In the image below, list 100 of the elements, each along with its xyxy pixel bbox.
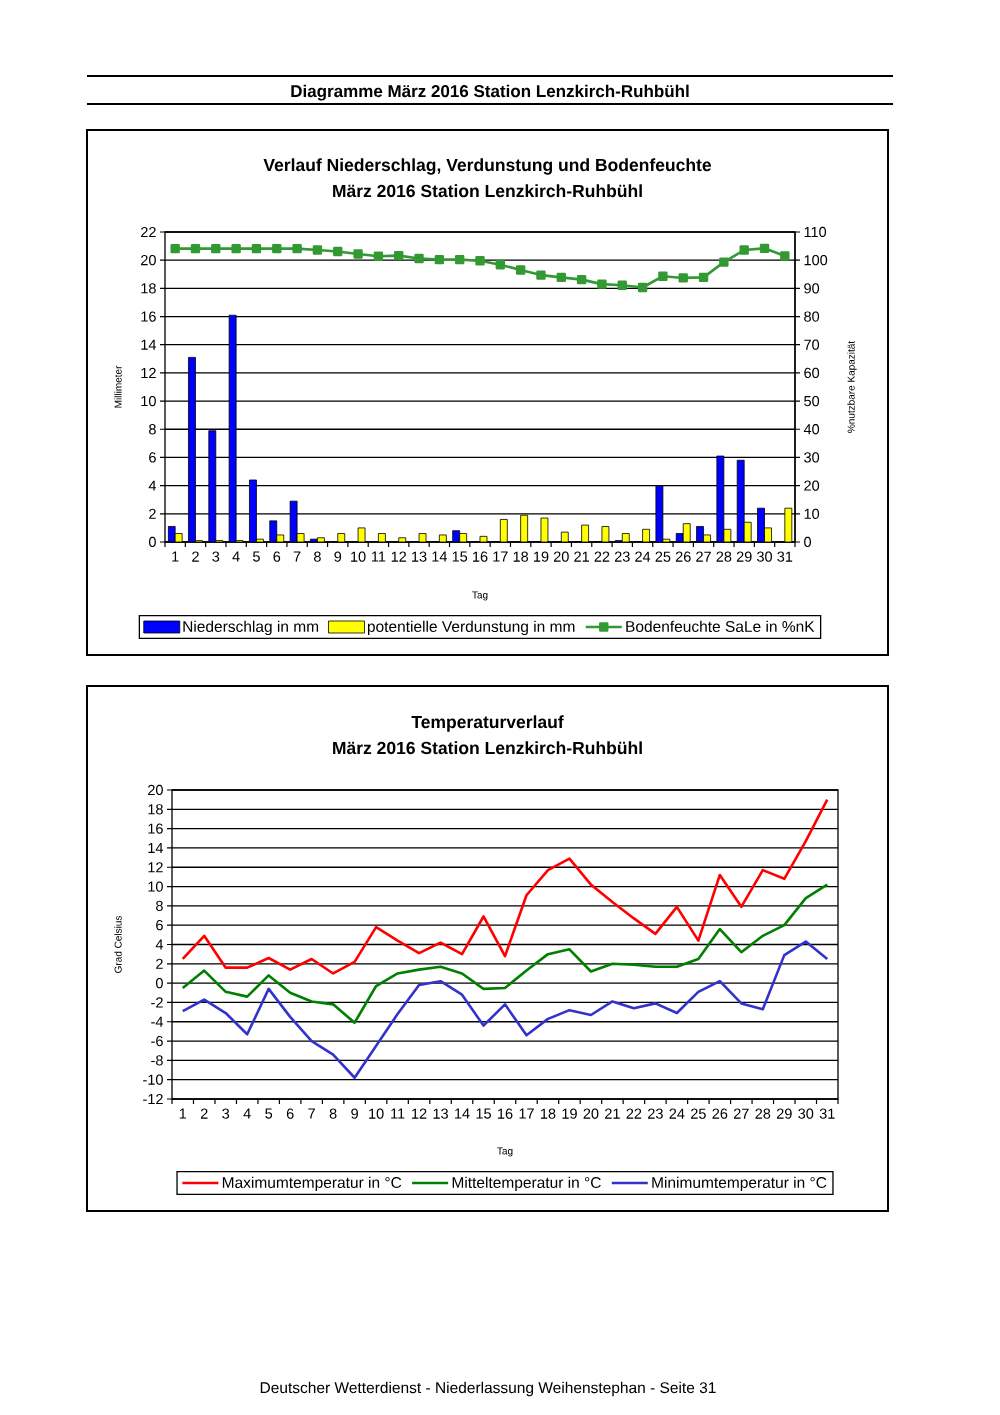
x-tick-label: 13 <box>412 551 427 562</box>
x-tick-label: 19 <box>562 1108 577 1119</box>
x-tick-label: 24 <box>669 1108 685 1119</box>
y2-tick-label: 50 <box>804 395 820 407</box>
y-tick-label: 12 <box>148 862 163 873</box>
y2-tick-label: 110 <box>804 226 827 238</box>
y-tick-label: 18 <box>148 804 163 815</box>
x-tick-label: 5 <box>253 551 260 562</box>
y2-tick-label: 100 <box>804 255 828 266</box>
y-tick-label: 22 <box>141 226 156 238</box>
x-tick-label: 27 <box>733 1108 749 1119</box>
y-tick-label: 12 <box>141 367 156 378</box>
x-axis-title: Tag <box>497 1147 513 1157</box>
y-tick-label: -4 <box>151 1016 164 1027</box>
legend-label: Mitteltemperatur in °C <box>452 1176 601 1192</box>
y-tick-label: 18 <box>141 283 156 294</box>
x-tick-label: 17 <box>493 551 508 562</box>
y-tick-label: 14 <box>148 842 164 853</box>
x-tick-label: 16 <box>498 1108 513 1119</box>
x-tick-label: 14 <box>455 1108 470 1119</box>
x-tick-label: 1 <box>179 1108 187 1119</box>
x-tick-label: 10 <box>351 551 366 562</box>
y2-tick-label: 80 <box>804 311 820 322</box>
chart-subtitle: März 2016 Station Lenzkirch-Ruhbühl <box>333 184 642 198</box>
x-tick-label: 8 <box>329 1108 337 1119</box>
y2-axis-title: %nutzbare Kapazität <box>847 340 857 433</box>
y-tick-label: 8 <box>156 900 163 911</box>
y-axis-title: Grad Celsius <box>114 915 122 973</box>
y-tick-label: 10 <box>148 881 163 892</box>
y2-tick-label: 30 <box>804 452 820 463</box>
legend-label: Niederschlag in mm <box>183 620 319 636</box>
x-tick-label: 2 <box>200 1108 208 1119</box>
x-tick-label: 9 <box>351 1108 358 1119</box>
x-tick-label: 25 <box>655 551 671 562</box>
y2-tick-label: 10 <box>804 508 820 519</box>
text: Diagramme März 2016 Station Lenzkirch-Ruhbühl <box>291 84 689 101</box>
x-tick-label: 20 <box>553 551 569 562</box>
x-tick-label: 24 <box>635 551 651 562</box>
y2-tick-label: 20 <box>804 480 820 491</box>
y2-tick-label: 90 <box>804 283 820 294</box>
x-tick-label: 20 <box>583 1108 599 1119</box>
y-tick-label: 8 <box>149 424 156 435</box>
x-tick-label: 12 <box>412 1108 427 1119</box>
x-tick-label: 12 <box>391 551 407 562</box>
x-tick-label: 21 <box>605 1108 620 1119</box>
y-tick-label: 4 <box>148 480 157 491</box>
x-tick-label: 2 <box>192 551 199 562</box>
x-tick-label: 7 <box>308 1108 315 1119</box>
x-tick-label: 28 <box>716 551 732 562</box>
x-tick-label: 10 <box>369 1108 384 1119</box>
y-tick-label: 6 <box>149 452 156 463</box>
chart-title: Verlauf Niederschlag, Verdunstung und Bodenfeuchte <box>263 158 712 175</box>
y-tick-label: -2 <box>151 997 163 1008</box>
y-tick-label: 4 <box>155 939 164 950</box>
y-tick-label: 2 <box>149 508 156 519</box>
y-tick-label: 2 <box>156 958 163 969</box>
x-tick-label: 18 <box>513 551 529 562</box>
y-tick-label: 6 <box>156 920 163 931</box>
x-tick-label: 29 <box>736 551 752 562</box>
x-tick-label: 11 <box>391 1108 405 1119</box>
x-tick-label: 9 <box>334 551 342 562</box>
y2-tick-label: 0 <box>804 536 812 548</box>
legend-label: potentielle Verdunstung in mm <box>367 620 575 636</box>
y-tick-label: -8 <box>151 1055 163 1066</box>
x-tick-label: 31 <box>777 551 793 562</box>
x-tick-label: 21 <box>574 551 589 562</box>
x-tick-label: 6 <box>286 1108 294 1119</box>
x-tick-label: 23 <box>648 1108 663 1119</box>
x-tick-label: 26 <box>712 1108 728 1119</box>
y-tick-label: 20 <box>141 255 156 266</box>
x-tick-label: 19 <box>534 551 549 562</box>
x-tick-label: 30 <box>798 1108 814 1119</box>
legend-label: Bodenfeuchte SaLe in %nK <box>626 620 815 633</box>
y-tick-label: 20 <box>148 784 163 796</box>
x-tick-label: 29 <box>776 1108 792 1119</box>
x-tick-label: 27 <box>696 551 711 562</box>
text: Deutscher Wetterdienst - Niederlassung Weihenstephan - Seite 31 <box>260 1381 716 1397</box>
x-tick-label: 17 <box>519 1108 534 1119</box>
x-tick-label: 13 <box>433 1108 448 1119</box>
y-axis-title: Millimeter <box>114 365 122 408</box>
x-tick-label: 1 <box>172 551 179 562</box>
x-tick-label: 23 <box>614 551 630 562</box>
y2-tick-label: 60 <box>804 367 820 379</box>
y-tick-label: -10 <box>143 1074 163 1085</box>
y-tick-label: 16 <box>148 823 163 834</box>
x-tick-label: 3 <box>222 1108 230 1119</box>
y2-tick-label: 40 <box>803 424 820 435</box>
x-tick-label: 16 <box>473 551 488 562</box>
x-tick-label: 6 <box>273 551 281 562</box>
x-tick-label: 4 <box>243 1108 251 1119</box>
y-tick-label: -12 <box>143 1093 163 1105</box>
x-tick-label: 22 <box>626 1108 642 1119</box>
x-tick-label: 30 <box>757 551 773 562</box>
legend-label: Maximumtemperatur in °C <box>222 1176 402 1192</box>
y-tick-label: 0 <box>155 977 163 989</box>
x-tick-label: 8 <box>314 551 321 562</box>
x-tick-label: 28 <box>755 1108 771 1119</box>
x-tick-label: 22 <box>594 551 610 562</box>
y-tick-label: 0 <box>148 536 156 548</box>
x-tick-label: 18 <box>541 1108 556 1119</box>
